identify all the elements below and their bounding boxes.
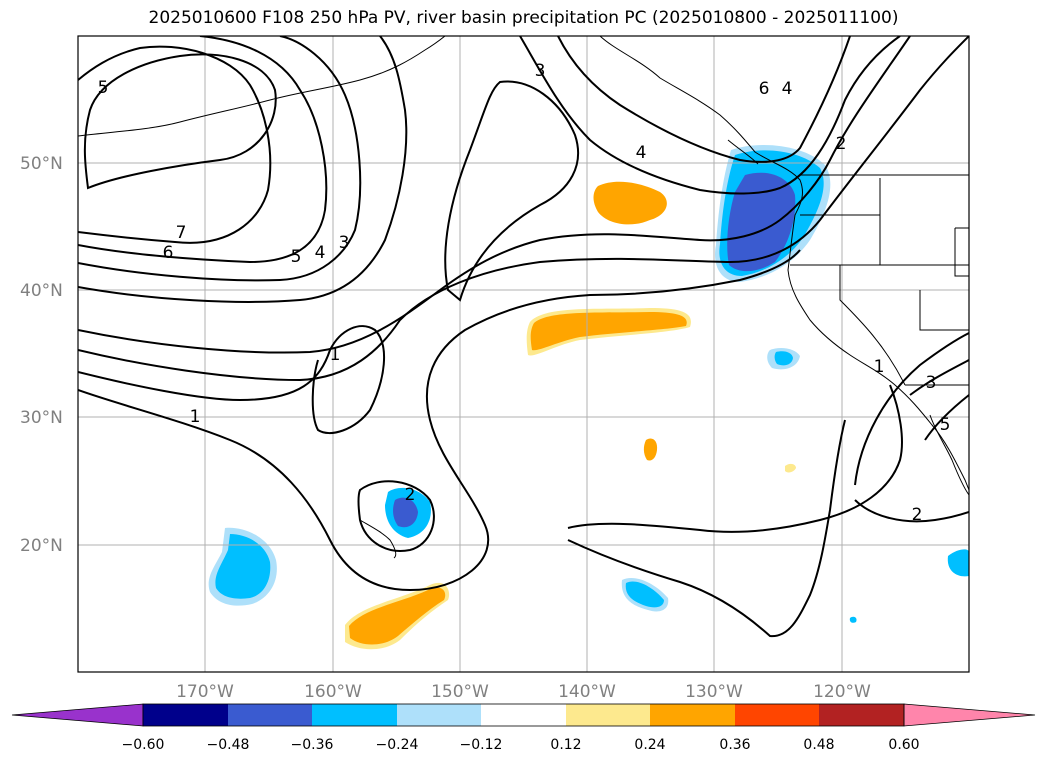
coast-north-america (599, 36, 969, 491)
lon-label-120w: 120°W (813, 682, 871, 702)
colorbar-tick-label: −0.24 (376, 737, 419, 753)
precip-blob-orange-north (593, 181, 667, 225)
precip-blob-small-blue-core (774, 351, 793, 366)
pv-contour-4-central (78, 36, 911, 354)
pv-contour-3-east (909, 359, 969, 396)
colorbar-tick-label: 0.60 (888, 737, 919, 753)
lon-labels: 170°W 160°W 150°W 140°W 130°W 120°W (176, 682, 871, 702)
pv-label: 5 (940, 415, 951, 435)
gridlines (78, 36, 969, 672)
colorbar-segment (312, 704, 397, 726)
pv-label: 2 (912, 505, 923, 525)
pv-contour-1-west (78, 325, 386, 435)
lat-label-30n: 30°N (20, 408, 63, 428)
colorbar-tick-label: −0.12 (460, 737, 503, 753)
colorbar-segment (481, 704, 566, 726)
pv-contour-2-southeast (854, 499, 969, 523)
colorbar-segment (819, 704, 904, 726)
colorbar-segment (397, 704, 481, 726)
colorbar-tick-label: 0.36 (719, 737, 750, 753)
pv-contour-hawaii-loop (357, 480, 435, 552)
precip-blob-hawaii-dark (393, 497, 418, 528)
pv-contour-3-central (444, 80, 580, 302)
border-states (790, 178, 969, 331)
pv-contours (78, 36, 969, 638)
pv-contour-6-north (557, 36, 851, 163)
pv-label: 1 (874, 357, 885, 377)
pv-contour-4-north (519, 36, 901, 195)
colorbar-outline (142, 703, 905, 727)
precip-blob-orange-band-core (530, 312, 687, 351)
pv-contour-4 (78, 36, 362, 282)
lon-label-160w: 160°W (304, 682, 362, 702)
colorbar-tick-label: 0.12 (550, 737, 581, 753)
pv-contour-labels: 5 7 6 5 4 3 3 4 6 4 2 1 1 2 1 3 5 2 (98, 61, 951, 525)
pv-label: 2 (405, 485, 416, 505)
lon-label-140w: 140°W (558, 682, 616, 702)
island-hawaii (359, 519, 397, 559)
map-frame (77, 35, 970, 673)
lat-labels: 50°N 40°N 30°N 20°N (20, 154, 63, 556)
pv-label: 5 (98, 78, 109, 98)
precip-blob-southwest-blue-core (215, 534, 271, 599)
pv-label: 4 (782, 79, 793, 99)
pv-contour-5 (78, 36, 328, 264)
precip-shading (208, 145, 969, 650)
colorbar: −0.60 −0.48 −0.36 −0.24 −0.12 0.12 0.24 … (11, 703, 1036, 753)
colorbar-tick-label: 0.24 (634, 737, 665, 753)
border-california-nevada (839, 265, 969, 386)
colorbar-segment (735, 704, 819, 726)
pv-label: 1 (330, 345, 341, 365)
colorbar-segment (650, 704, 735, 726)
lat-label-20n: 20°N (20, 536, 63, 556)
colorbar-tick-label: −0.60 (122, 737, 165, 753)
pv-label: 3 (926, 373, 937, 393)
coast-baja-california (929, 414, 969, 496)
pv-label: 3 (339, 233, 350, 253)
colorbar-tick-label: 0.48 (803, 737, 834, 753)
pv-contour-6 (78, 45, 272, 244)
colorbar-tick-label: −0.48 (207, 737, 250, 753)
precip-blob-southern-orange-core (349, 587, 446, 645)
pv-label: 3 (535, 61, 546, 81)
pv-contour-2-east (854, 332, 969, 486)
coast-alaska-peninsula (78, 36, 446, 137)
pv-label: 2 (836, 134, 847, 154)
pv-label: 6 (759, 79, 770, 99)
pv-label: 4 (315, 243, 326, 263)
colorbar-extend-low (11, 703, 144, 727)
pv-contour-1-south (567, 384, 903, 533)
pv-contour-3-west (78, 36, 408, 303)
colorbar-extend-high (903, 703, 1036, 727)
pv-contour-1-east (567, 419, 846, 638)
precip-blob-tiny-yellow (785, 463, 796, 473)
pv-contour-1-main (78, 249, 801, 592)
coastlines (78, 36, 969, 559)
pv-contour-2 (78, 36, 969, 382)
precip-blob-tiny-blue (849, 616, 857, 623)
lat-label-40n: 40°N (20, 281, 63, 301)
colorbar-segment (228, 704, 312, 726)
colorbar-segment (143, 704, 228, 726)
pv-label: 1 (190, 407, 201, 427)
pv-label: 6 (163, 243, 174, 263)
pv-contour-7 (83, 53, 277, 190)
precip-blob-small-orange (643, 438, 658, 461)
pv-label: 5 (291, 247, 302, 267)
lon-label-150w: 150°W (431, 682, 489, 702)
pv-label: 4 (636, 143, 647, 163)
colorbar-segment (566, 704, 650, 726)
map-title: 2025010600 F108 250 hPa PV, river basin … (148, 8, 899, 28)
lon-label-170w: 170°W (176, 682, 234, 702)
lat-label-50n: 50°N (20, 154, 63, 174)
pv-label: 7 (176, 223, 187, 243)
pv-contour-5-east (924, 394, 969, 441)
precip-blob-central-blue-core (625, 581, 664, 608)
precip-blob-pnw-dark (727, 172, 796, 272)
precip-blob-east-blue (947, 549, 969, 577)
colorbar-tick-label: −0.36 (291, 737, 334, 753)
lon-label-130w: 130°W (685, 682, 743, 702)
